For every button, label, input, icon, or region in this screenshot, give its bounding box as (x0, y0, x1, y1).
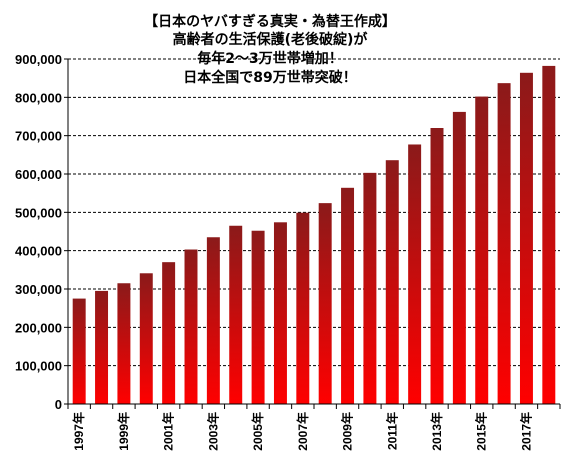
bars (72, 65, 556, 405)
y-tick-label: 600,000 (15, 167, 62, 182)
bar-2003年 (206, 237, 220, 404)
axes (64, 58, 561, 409)
x-tick-label: 2011年 (384, 412, 399, 450)
x-tick-label: 2005年 (250, 412, 265, 451)
x-tick-label: 2007年 (295, 412, 310, 451)
bar-2009年 (341, 187, 355, 404)
bar-2005年 (251, 230, 265, 404)
y-tick-label: 400,000 (15, 244, 62, 259)
x-tick-label: 2015年 (474, 412, 489, 451)
bar-2012年 (408, 144, 422, 404)
bar-2013年 (430, 128, 444, 404)
bar-2010年 (363, 172, 377, 404)
y-tick-label: 0 (55, 397, 62, 412)
bar-1999年 (117, 283, 131, 404)
x-tick-label: 2017年 (518, 412, 533, 451)
bar-2002年 (184, 249, 198, 404)
x-tick-label: 2003年 (205, 412, 220, 451)
bar-2004年 (229, 225, 243, 404)
bar-1998年 (95, 290, 109, 404)
bar-2001年 (162, 262, 176, 404)
chart-title-line-4: 日本全国で89万世帯突破！ (183, 69, 356, 86)
bar-1997年 (72, 298, 86, 404)
bar-2007年 (296, 212, 310, 404)
bar-2015年 (475, 96, 489, 405)
bar-2016年 (497, 83, 511, 405)
x-axis-ticks: 1997年 1999年 2001年 2003年 2005年 2007年 2009年 2011年… (71, 412, 533, 451)
chart-title-line-1: 【日本のヤバすぎる真実・為替王作成】 (144, 13, 396, 30)
chart-title-line-2: 高齢者の生活保護(老後破綻)が (173, 31, 369, 48)
chart-title: 【日本のヤバすぎる真実・為替王作成】 高齢者の生活保護(老後破綻)が 毎年2～3… (144, 13, 396, 86)
y-tick-label: 500,000 (15, 205, 62, 220)
y-axis-ticks: 0 100,000 200,000 300,000 400,000 500,000 600,… (15, 52, 62, 412)
bar-2006年 (273, 222, 287, 404)
x-tick-label: 1997年 (71, 412, 86, 451)
y-tick-label: 900,000 (15, 52, 62, 67)
bar-2011年 (385, 160, 399, 404)
x-tick-label: 2001年 (161, 412, 176, 451)
bar-2008年 (318, 203, 332, 404)
bar-2018年 (542, 65, 556, 405)
bar-2017年 (519, 72, 533, 405)
y-tick-label: 700,000 (15, 129, 62, 144)
bar-2000年 (139, 273, 153, 404)
x-tick-label: 1999年 (116, 412, 131, 451)
bar-2014年 (452, 111, 466, 405)
y-tick-label: 800,000 (15, 90, 62, 105)
y-tick-label: 100,000 (15, 359, 62, 374)
y-tick-label: 300,000 (15, 282, 62, 297)
x-tick-label: 2009年 (340, 412, 355, 451)
x-tick-label: 2013年 (429, 412, 444, 451)
y-tick-label: 200,000 (15, 320, 62, 335)
